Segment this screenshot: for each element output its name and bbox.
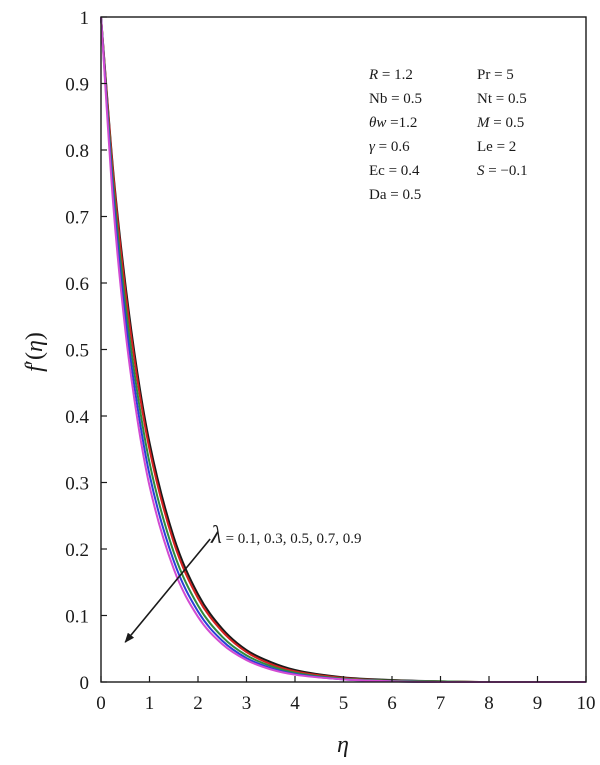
x-tick-label: 1 [145,693,155,714]
lambda-symbol: λ [210,522,222,549]
parameter-symbol: Pr [477,67,490,83]
lambda-annotation: λ = 0.1, 0.3, 0.5, 0.7, 0.9 [210,522,362,549]
parameter-symbol: θw [369,115,386,131]
x-tick-label: 2 [193,693,203,714]
x-tick-label: 5 [339,693,349,714]
parameter-6: M = 0.5 [476,115,524,131]
parameter-3: Nb = 0.5 [369,91,422,107]
parameter-value: = 1.2 [378,67,413,83]
lambda-values: = 0.1, 0.3, 0.5, 0.7, 0.9 [222,531,362,547]
parameter-symbol: R [368,67,378,83]
x-tick-label: 9 [533,693,543,714]
y-axis-label-arg: η [22,340,48,352]
x-tick-label: 7 [436,693,446,714]
parameter-value: = −0.1 [485,163,528,179]
y-tick-label: 0.8 [65,141,89,162]
parameter-5: θw =1.2 [369,115,417,131]
y-tick-label: 0.4 [65,407,89,428]
parameter-1: R = 1.2 [368,67,413,83]
x-tick-label: 3 [242,693,252,714]
parameter-2: Pr = 5 [477,67,514,83]
parameter-value: = 0.5 [490,115,525,131]
lambda-arrow [124,538,211,643]
parameter-value: = 0.5 [387,91,422,107]
parameter-11: Da = 0.5 [369,187,421,203]
y-tick-label: 0.3 [65,474,89,495]
y-tick-label: 0.9 [65,75,89,96]
parameter-value: = 0.6 [375,139,410,155]
parameter-10: S = −0.1 [477,163,528,179]
y-axis-label-paren-open: ( [22,352,48,360]
parameter-4: Nt = 0.5 [477,91,527,107]
parameter-symbol: Nt [477,91,493,107]
y-axis-label-prime: ′ [22,360,48,365]
x-tick-label: 6 [387,693,397,714]
parameter-7: γ = 0.6 [369,139,410,155]
parameter-8: Le = 2 [477,139,516,155]
parameter-value: = 0.4 [385,163,420,179]
parameter-list: R = 1.2 Pr = 5Nb = 0.5 Nt = 0.5θw =1.2 M = … [368,67,528,203]
y-axis-label: f′(η) [22,332,48,372]
parameter-value: = 2 [493,139,516,155]
x-axis-ticks: 0 1 2 3 4 5 6 7 8 9 10 [96,676,596,714]
parameter-value: = 5 [490,67,513,83]
x-tick-label: 0 [96,693,106,714]
parameter-symbol: γ [369,139,376,155]
y-tick-label: 0.2 [65,540,89,561]
x-tick-label: 10 [577,693,596,714]
y-axis-label-main: f [22,362,48,372]
y-tick-label: 0.6 [65,274,89,295]
parameter-value: = 0.5 [387,187,422,203]
y-tick-label: 1 [80,8,90,29]
x-tick-label: 4 [290,693,300,714]
y-tick-label: 0 [80,673,90,694]
x-axis-label: η [337,732,349,758]
parameter-symbol: M [476,115,491,131]
y-axis-ticks: 0 0.1 0.2 0.3 0.4 0.5 0.6 0.7 0.8 0.9 1 [65,8,107,694]
parameter-value: =1.2 [386,115,417,131]
parameter-symbol: S [477,163,485,179]
y-tick-label: 0.1 [65,607,89,628]
x-tick-label: 8 [484,693,494,714]
parameter-symbol: Da [369,187,387,203]
y-tick-label: 0.5 [65,341,89,362]
parameter-symbol: Le [477,139,493,155]
y-tick-label: 0.7 [65,208,89,229]
parameter-9: Ec = 0.4 [369,163,420,179]
parameter-symbol: Ec [369,163,385,179]
parameter-value: = 0.5 [492,91,527,107]
parameter-symbol: Nb [369,91,387,107]
y-axis-label-paren-close: ) [22,332,48,340]
